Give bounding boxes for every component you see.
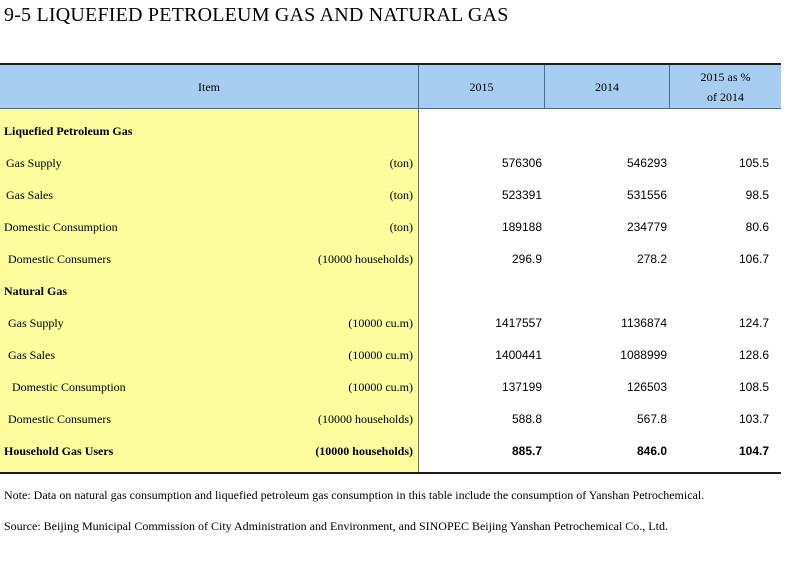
value-2015: 296.9 <box>511 252 542 266</box>
row-unit: (10000 households) <box>318 251 413 266</box>
table-row-total: Household Gas Users (10000 households) 8… <box>0 435 781 467</box>
value-2015: 885.7 <box>511 444 542 458</box>
header-divider <box>544 65 545 109</box>
header-percent-line2: of 2014 <box>707 90 744 104</box>
header-percent: 2015 as % of 2014 <box>670 65 781 109</box>
value-percent: 98.5 <box>745 188 769 202</box>
table-row: Gas Supply (10000 cu.m) 1417557 1136874 … <box>0 307 781 339</box>
table-source: Source: Beijing Municipal Commission of … <box>4 519 668 533</box>
table-top-rule <box>0 63 781 65</box>
value-percent: 128.6 <box>738 348 769 362</box>
table-row: Domestic Consumers (10000 households) 29… <box>0 243 781 275</box>
value-2015: 189188 <box>501 220 542 234</box>
header-percent-line1: 2015 as % <box>700 70 751 84</box>
value-2015: 523391 <box>501 188 542 202</box>
section-label: Natural Gas <box>4 283 67 298</box>
value-percent: 106.7 <box>738 252 769 266</box>
value-2015: 588.8 <box>511 412 542 426</box>
header-item: Item <box>198 80 220 94</box>
value-2014: 1136874 <box>621 316 667 330</box>
table-note: Note: Data on natural gas consumption an… <box>4 488 705 502</box>
row-label: Gas Supply <box>8 315 64 330</box>
table-row: Domestic Consumers (10000 households) 58… <box>0 403 781 435</box>
table-row: Domestic Consumption (ton) 189188 234779… <box>0 211 781 243</box>
row-unit: (10000 cu.m) <box>348 347 413 362</box>
header-divider <box>669 65 670 109</box>
row-unit: (10000 cu.m) <box>348 379 413 394</box>
value-percent: 80.6 <box>745 220 769 234</box>
table-header: Item 2015 2014 2015 as % of 2014 <box>0 65 781 109</box>
table-row: Gas Sales (ton) 523391 531556 98.5 <box>0 179 781 211</box>
value-2014: 567.8 <box>636 412 667 426</box>
row-label: Household Gas Users <box>4 443 114 458</box>
value-percent: 124.7 <box>738 316 769 330</box>
table-row: Gas Sales (10000 cu.m) 1400441 1088999 1… <box>0 339 781 371</box>
value-2014: 546293 <box>626 156 667 170</box>
row-label: Gas Sales <box>6 187 53 202</box>
value-2014: 234779 <box>626 220 667 234</box>
value-2015: 1417557 <box>495 316 542 330</box>
table-row-section: Liquefied Petroleum Gas <box>0 115 781 147</box>
table-row-section: Natural Gas <box>0 275 781 307</box>
header-bottom-rule <box>0 108 781 109</box>
header-2014: 2014 <box>595 80 619 94</box>
table-bottom-rule <box>0 472 781 474</box>
table-row: Gas Supply (ton) 576306 546293 105.5 <box>0 147 781 179</box>
value-percent: 108.5 <box>738 380 769 394</box>
table-title: 9-5 LIQUEFIED PETROLEUM GAS AND NATURAL … <box>4 4 509 26</box>
row-unit: (10000 cu.m) <box>348 315 413 330</box>
row-label: Gas Sales <box>8 347 55 362</box>
value-2014: 531556 <box>626 188 667 202</box>
row-unit: (10000 households) <box>315 443 413 458</box>
value-2014: 126503 <box>626 380 667 394</box>
value-2014: 278.2 <box>636 252 667 266</box>
item-column-border <box>418 109 419 472</box>
item-column-background <box>0 109 418 472</box>
value-2014: 1088999 <box>620 348 667 362</box>
value-2015: 1400441 <box>495 348 542 362</box>
row-unit: (10000 households) <box>318 411 413 426</box>
table-row: Domestic Consumption (10000 cu.m) 137199… <box>0 371 781 403</box>
section-label: Liquefied Petroleum Gas <box>4 123 133 138</box>
value-2015: 137199 <box>501 380 542 394</box>
header-2015: 2015 <box>469 80 494 94</box>
value-2014: 846.0 <box>636 444 667 458</box>
row-label: Domestic Consumption <box>12 379 126 394</box>
row-label: Gas Supply <box>6 155 62 170</box>
row-label: Domestic Consumers <box>8 411 111 426</box>
value-2015: 576306 <box>501 156 542 170</box>
row-unit: (ton) <box>389 187 413 202</box>
row-unit: (ton) <box>389 219 413 234</box>
row-unit: (ton) <box>389 155 413 170</box>
value-percent: 105.5 <box>738 156 769 170</box>
value-percent: 103.7 <box>738 412 769 426</box>
value-percent: 104.7 <box>738 444 769 458</box>
row-label: Domestic Consumers <box>8 251 111 266</box>
header-divider <box>418 65 419 109</box>
row-label: Domestic Consumption <box>4 219 118 234</box>
